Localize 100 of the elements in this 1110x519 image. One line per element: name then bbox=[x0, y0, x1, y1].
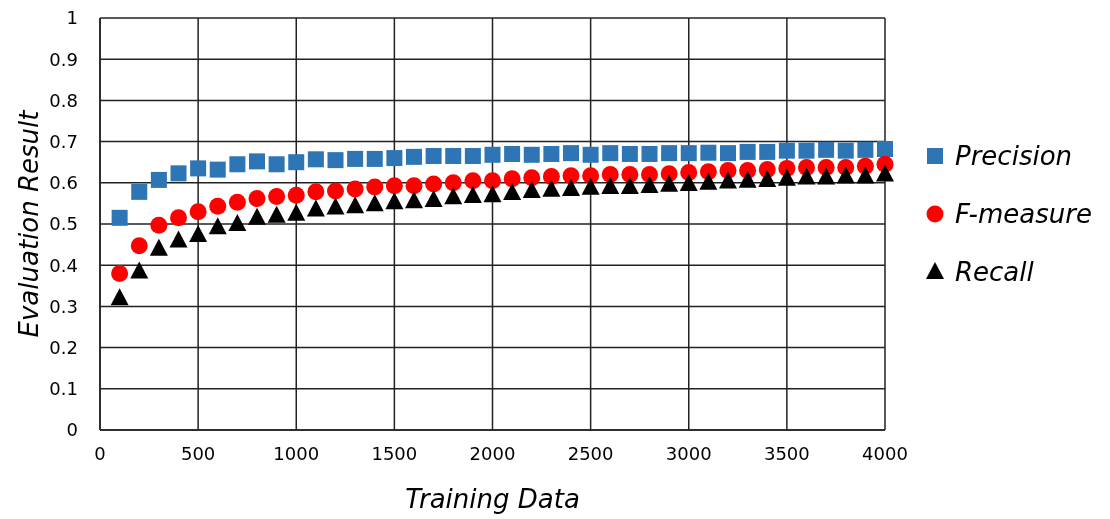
point bbox=[149, 238, 168, 256]
legend-label: Recall bbox=[955, 257, 1035, 288]
y-tick-label: 0.9 bbox=[49, 48, 78, 70]
point bbox=[366, 178, 384, 196]
point bbox=[542, 168, 560, 186]
y-tick-label: 0.1 bbox=[49, 378, 78, 400]
point bbox=[621, 166, 639, 184]
x-tick-label: 3000 bbox=[665, 443, 712, 464]
point bbox=[208, 217, 227, 235]
point bbox=[287, 186, 305, 204]
point bbox=[562, 178, 580, 196]
x-tick-label: 500 bbox=[180, 443, 216, 464]
point bbox=[170, 165, 187, 182]
point bbox=[582, 167, 600, 185]
point bbox=[347, 150, 364, 167]
point bbox=[778, 142, 795, 159]
point bbox=[818, 141, 835, 158]
point bbox=[483, 185, 502, 203]
point bbox=[405, 177, 423, 195]
point bbox=[837, 142, 854, 159]
point bbox=[738, 170, 757, 188]
y-tick-label: 0.5 bbox=[49, 213, 78, 235]
point bbox=[268, 187, 286, 205]
point bbox=[150, 171, 167, 188]
y-tick-label: 0.3 bbox=[49, 295, 78, 317]
point bbox=[503, 170, 521, 188]
point bbox=[720, 145, 736, 162]
point bbox=[406, 148, 422, 165]
point bbox=[346, 180, 364, 198]
point bbox=[327, 182, 344, 200]
point bbox=[267, 205, 286, 223]
point bbox=[641, 145, 658, 162]
x-tick-label: 1500 bbox=[371, 443, 418, 464]
point bbox=[857, 141, 874, 158]
point bbox=[739, 143, 756, 160]
point bbox=[797, 167, 816, 185]
point bbox=[346, 196, 365, 214]
point bbox=[111, 209, 128, 226]
y-tick-label: 1 bbox=[66, 7, 78, 29]
point bbox=[287, 203, 306, 221]
point bbox=[680, 145, 697, 162]
point bbox=[484, 146, 501, 163]
point bbox=[877, 141, 893, 158]
point bbox=[110, 288, 129, 306]
point bbox=[444, 174, 462, 192]
point bbox=[170, 209, 187, 227]
point bbox=[424, 190, 443, 208]
point bbox=[425, 175, 443, 193]
point bbox=[464, 172, 482, 190]
point bbox=[562, 167, 580, 185]
point bbox=[228, 193, 246, 211]
x-tick-label: 3500 bbox=[763, 443, 810, 464]
point bbox=[189, 203, 207, 221]
y-tick-label: 0 bbox=[66, 419, 78, 441]
point bbox=[523, 169, 541, 187]
point bbox=[856, 166, 875, 184]
x-tick-label: 0 bbox=[94, 443, 106, 464]
point bbox=[190, 160, 207, 177]
point bbox=[661, 145, 678, 162]
point bbox=[758, 169, 777, 187]
point bbox=[640, 176, 659, 194]
point bbox=[131, 183, 148, 200]
point bbox=[463, 185, 482, 203]
point bbox=[817, 167, 836, 185]
point bbox=[307, 151, 324, 168]
point bbox=[621, 145, 638, 162]
y-tick-label: 0.4 bbox=[49, 254, 78, 276]
y-axis-title: Evaluation Result bbox=[14, 109, 44, 338]
point bbox=[169, 230, 188, 248]
x-tick-label: 2000 bbox=[469, 443, 516, 464]
point bbox=[228, 214, 247, 231]
point bbox=[601, 176, 620, 194]
y-tick-label: 0.2 bbox=[49, 336, 78, 358]
point bbox=[777, 168, 796, 186]
point bbox=[601, 166, 619, 184]
x-tick-label: 1000 bbox=[273, 443, 320, 464]
point bbox=[504, 145, 521, 162]
point bbox=[365, 194, 384, 212]
point bbox=[522, 181, 541, 199]
point bbox=[268, 156, 285, 173]
point bbox=[229, 156, 246, 173]
legend-label: F-measure bbox=[955, 199, 1092, 230]
x-tick-label: 4000 bbox=[862, 443, 908, 464]
point bbox=[405, 191, 423, 209]
point bbox=[582, 146, 599, 163]
point bbox=[719, 171, 737, 189]
point bbox=[660, 174, 679, 192]
point bbox=[248, 207, 266, 225]
point bbox=[386, 150, 403, 167]
point bbox=[543, 145, 560, 162]
point bbox=[209, 161, 226, 178]
point bbox=[307, 183, 325, 201]
point bbox=[111, 264, 129, 282]
point bbox=[542, 179, 561, 197]
point bbox=[679, 174, 698, 192]
point bbox=[150, 216, 168, 234]
point bbox=[484, 172, 501, 190]
point bbox=[249, 153, 265, 170]
point bbox=[248, 189, 266, 207]
point bbox=[503, 183, 522, 201]
